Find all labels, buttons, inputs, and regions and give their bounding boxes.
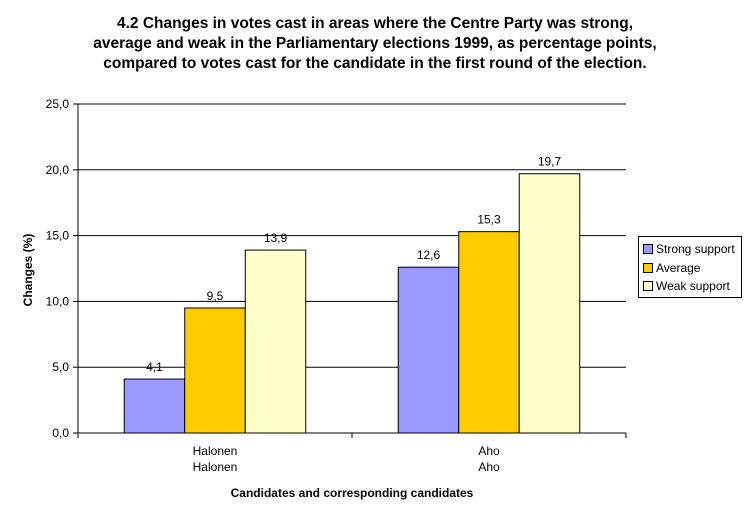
- legend-item: Weak support: [643, 277, 741, 296]
- legend-swatch: [643, 281, 653, 292]
- chart-title-line-1: 4.2 Changes in votes cast in areas where…: [117, 15, 633, 32]
- x-axis-title: Candidates and corresponding candidates: [231, 486, 474, 500]
- x-tick-label: Halonen: [193, 444, 238, 458]
- legend: Strong support Average Weak support: [638, 236, 742, 298]
- y-tick-label: 15,0: [46, 229, 70, 243]
- legend-swatch: [643, 262, 653, 273]
- bar-strong-support: [123, 378, 186, 434]
- bars: 4,1 9,5 13,9 12,6 15,3 19,7: [123, 155, 581, 434]
- y-axis-title: Changes (%): [21, 234, 35, 307]
- x-tick-label: Aho: [478, 444, 500, 458]
- bar-average: [458, 231, 520, 434]
- data-label: 15,3: [477, 213, 501, 227]
- legend-item: Strong support: [643, 240, 741, 259]
- legend-item: Average: [643, 259, 741, 278]
- chart-title-line-3: compared to votes cast for the candidate…: [103, 55, 647, 72]
- y-tick-label: 0,0: [52, 426, 69, 440]
- data-label: 13,9: [264, 231, 288, 245]
- x-tick-label: Halonen: [193, 460, 238, 474]
- bar-weak-support: [518, 173, 581, 434]
- chart-title: 4.2 Changes in votes cast in areas where…: [0, 14, 750, 74]
- y-tick-label: 20,0: [46, 163, 70, 177]
- legend-label: Average: [656, 260, 701, 275]
- data-label: 19,7: [538, 155, 562, 169]
- x-tick-label: Aho: [478, 460, 500, 474]
- data-label: 4,1: [146, 360, 163, 374]
- legend-label: Weak support: [656, 279, 730, 294]
- data-label: 9,5: [207, 289, 224, 303]
- legend-label: Strong support: [656, 242, 735, 257]
- data-label: 12,6: [417, 248, 441, 262]
- axes: 0,0 5,0 10,0 15,0 20,0 25,0 Halonen Halonen Aho A…: [46, 97, 627, 474]
- y-tick-label: 10,0: [46, 294, 70, 308]
- chart-title-line-2: average and weak in the Parliamentary el…: [93, 35, 657, 52]
- bar-weak-support: [244, 249, 307, 434]
- bar-strong-support: [397, 266, 460, 434]
- y-tick-label: 5,0: [52, 360, 69, 374]
- bar-average: [184, 307, 246, 434]
- legend-swatch: [643, 244, 653, 255]
- y-tick-label: 25,0: [46, 97, 70, 111]
